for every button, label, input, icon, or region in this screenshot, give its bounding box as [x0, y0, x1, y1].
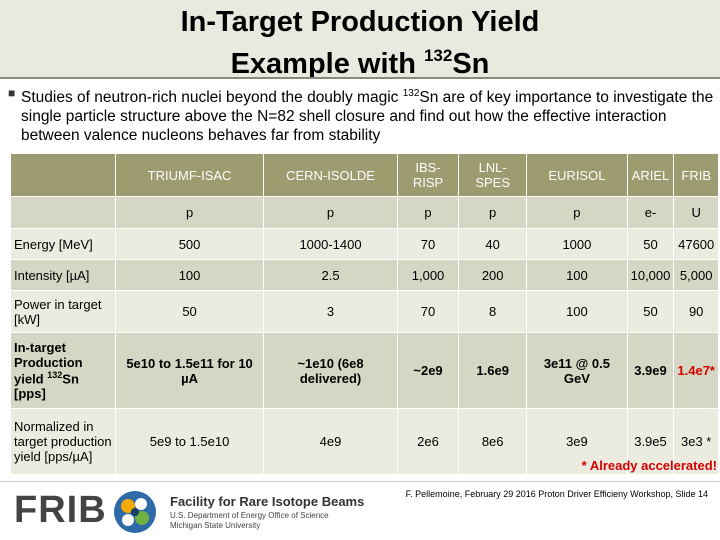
table-cell: 5e9 to 1.5e10: [114, 408, 265, 475]
table-cell: 3e9: [526, 408, 628, 475]
table-cell: 10,000: [626, 259, 675, 291]
footnote-already-accelerated: * Already accelerated!: [581, 458, 717, 473]
table-cell: 1.6e9: [458, 332, 528, 409]
table-cell: ~1e10 (6e8 delivered): [263, 332, 398, 409]
table-row: Intensity [µA] 100 2.5 1,000 200 100 10,…: [10, 259, 719, 291]
table-cell: p: [396, 196, 460, 229]
table-cell: 100: [526, 259, 628, 291]
title-line-2: Example with 132Sn: [0, 39, 720, 81]
table-cell: 1000-1400: [263, 228, 398, 260]
table-cell: 3e11 @ 0.5 GeV: [526, 332, 628, 409]
table-cell: 40: [458, 228, 528, 260]
table-row: In-target Production yield 132Sn [pps] 5…: [10, 332, 719, 409]
table-cell: 5,000: [673, 259, 719, 291]
facility-doe-line: U.S. Department of Energy Office of Scie…: [170, 511, 329, 520]
table-cell: e-: [626, 196, 675, 229]
bullet-point: ■ Studies of neutron-rich nuclei beyond …: [6, 84, 714, 145]
table-cell: p: [526, 196, 628, 229]
table-cell: 2.5: [263, 259, 398, 291]
table-cell: 47600: [673, 228, 719, 260]
table-cell: 100: [526, 290, 628, 333]
row-label-isotope-mass: 132: [47, 369, 63, 380]
table-cell: ~2e9: [396, 332, 460, 409]
table-cell: 90: [673, 290, 719, 333]
table-cell: U: [673, 196, 719, 229]
table-cell: p: [458, 196, 528, 229]
row-label-text-2: Sn [pps]: [14, 371, 79, 402]
header-cell: ARIEL: [626, 153, 675, 197]
table-cell: 2e6: [396, 408, 460, 475]
table-row: p p p p p e- U: [10, 196, 719, 229]
header-cell: CERN-ISOLDE: [263, 153, 398, 197]
row-label: [10, 196, 116, 229]
header-cell: IBS-RISP: [396, 153, 460, 197]
bullet-text-1: Studies of neutron-rich nuclei beyond th…: [21, 89, 403, 107]
row-label: In-target Production yield 132Sn [pps]: [10, 332, 116, 409]
facility-msu-line: Michigan State University: [170, 521, 261, 530]
bullet-square-icon: ■: [8, 86, 16, 100]
table-cell: 200: [458, 259, 528, 291]
table-row: Normalized in target production yield [p…: [10, 408, 719, 475]
title-line-2-prefix: Example with: [230, 48, 424, 80]
title-line-1: In-Target Production Yield: [180, 6, 540, 38]
footer-divider: [0, 481, 720, 482]
slide-title: In-Target Production Yield Example with …: [0, 6, 720, 81]
table-cell: 100: [114, 259, 265, 291]
table-cell-highlight: 1.4e7*: [673, 332, 719, 409]
row-label-text-1: In-target Production yield: [14, 339, 83, 387]
table-cell: 500: [114, 228, 265, 260]
table-cell: 50: [114, 290, 265, 333]
row-label: Power in target [kW]: [10, 290, 116, 333]
title-band: [0, 0, 720, 78]
table-corner-cell: [10, 153, 116, 197]
table-cell: 70: [396, 290, 460, 333]
header-cell: EURISOL: [526, 153, 628, 197]
facility-title: Facility for Rare Isotope Beams: [170, 494, 365, 509]
table-header-row: TRIUMF-ISAC CERN-ISOLDE IBS-RISP LNL-SPE…: [10, 153, 719, 197]
title-isotope-mass: 132: [423, 46, 453, 65]
table-cell: 3e3 *: [673, 408, 719, 475]
bullet-text-2: Sn are of key importance to investigate …: [21, 89, 714, 145]
table-cell: p: [263, 196, 398, 229]
header-cell: TRIUMF-ISAC: [114, 153, 265, 197]
frib-logo: FRIB: [14, 489, 107, 531]
table-cell: 50: [626, 290, 675, 333]
table-cell: 3.9e5: [626, 408, 675, 475]
row-label: Normalized in target production yield [p…: [10, 408, 116, 475]
row-label: Intensity [µA]: [10, 259, 116, 291]
table-cell: 70: [396, 228, 460, 260]
table-row: Energy [MeV] 500 1000-1400 70 40 1000 50…: [10, 228, 719, 260]
table-cell: 8: [458, 290, 528, 333]
table-cell: 5e10 to 1.5e11 for 10 µA: [114, 332, 265, 409]
frib-atom-logo-icon: [114, 491, 156, 533]
table-cell: 4e9: [263, 408, 398, 475]
table-cell: 1000: [526, 228, 628, 260]
header-cell: FRIB: [673, 153, 719, 197]
slide-citation: F. Pellemoine, February 29 2016 Proton D…: [405, 489, 708, 499]
header-cell: LNL-SPES: [458, 153, 528, 197]
title-isotope-symbol: Sn: [452, 48, 490, 80]
table-cell: p: [114, 196, 265, 229]
facility-comparison-table: TRIUMF-ISAC CERN-ISOLDE IBS-RISP LNL-SPE…: [10, 153, 719, 475]
title-divider: [0, 77, 720, 79]
row-label: Energy [MeV]: [10, 228, 116, 260]
table-cell: 50: [626, 228, 675, 260]
table-row: Power in target [kW] 50 3 70 8 100 50 90: [10, 290, 719, 333]
table-cell: 8e6: [458, 408, 528, 475]
table-cell: 3: [263, 290, 398, 333]
table-cell: 1,000: [396, 259, 460, 291]
bullet-isotope-mass: 132: [402, 88, 420, 99]
table-cell: 3.9e9: [626, 332, 675, 409]
